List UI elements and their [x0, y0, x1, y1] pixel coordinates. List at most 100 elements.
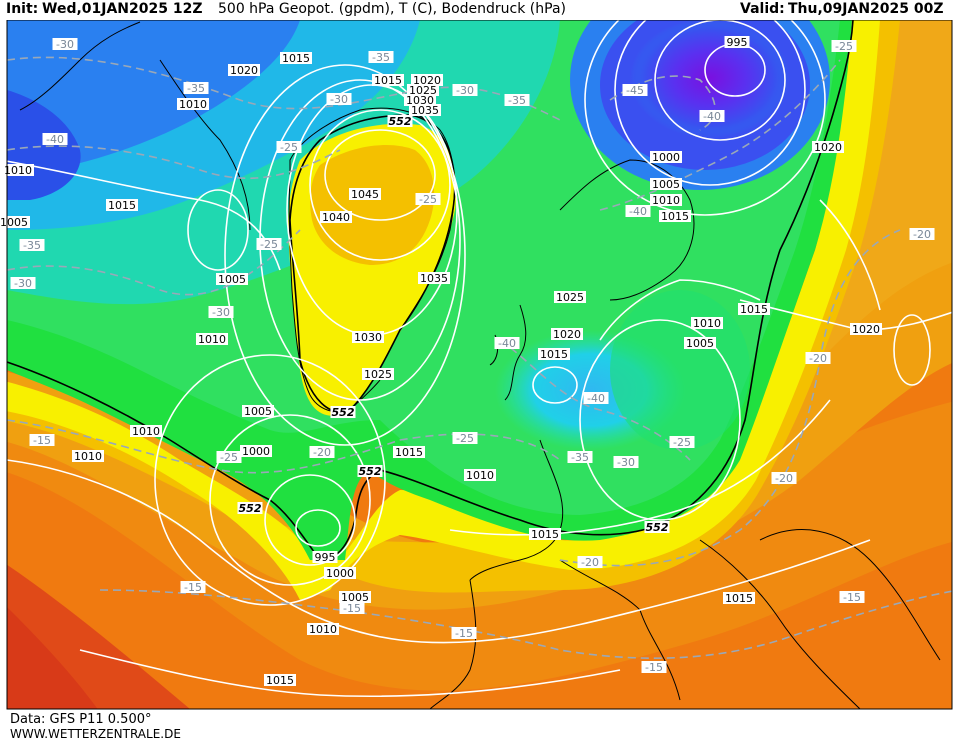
isobar-label-text: 1025 [364, 368, 392, 381]
temperature-label: -30 [52, 38, 78, 51]
isobar-label-bg [538, 348, 570, 360]
temperature-label-text: -15 [343, 602, 361, 615]
temperature-label-bg [613, 456, 639, 468]
isobar-label-text: 1015 [540, 348, 568, 361]
init-label: Init: [6, 1, 39, 17]
isobar-ring-2 [309, 109, 451, 261]
isobar-label-bg [130, 425, 162, 437]
temperature-label-bg [771, 472, 797, 484]
height-label: 552 [357, 465, 383, 478]
isobar-line-3 [79, 649, 621, 698]
temperature-label: -35 [567, 451, 593, 464]
temperature-label: -25 [452, 432, 478, 445]
isobar-label-bg [228, 64, 260, 76]
isobar-label-bg [242, 405, 274, 417]
black-sea-coast [759, 529, 941, 661]
isobar-label: 1005 [242, 405, 274, 418]
temperature-label-bg [368, 51, 394, 63]
isobar-label-bg [320, 211, 352, 223]
isobar-label-bg [307, 623, 339, 635]
data-source: Data: GFS P11 0.500° [10, 712, 152, 727]
temperature-label: -40 [494, 337, 520, 350]
temperature-label-bg [583, 392, 609, 404]
temperature-label: -20 [309, 446, 335, 459]
isobar-label: 1030 [404, 94, 436, 107]
temperature-label: -35 [183, 82, 209, 95]
temperature-label: -15 [641, 661, 667, 674]
temperature-label-bg [256, 238, 282, 250]
isobar-label-text: 1015 [395, 446, 423, 459]
temperature-label-bg [504, 94, 530, 106]
field-low-core [630, 20, 790, 138]
isobar-ring-10 [295, 509, 341, 547]
temperature-label-bg [42, 133, 68, 145]
height-label-bg [387, 115, 413, 127]
temperature-label: -25 [256, 238, 282, 251]
isobar-label-bg [659, 210, 691, 222]
temperature-label-text: -30 [456, 84, 474, 97]
temperature-label-text: -40 [587, 392, 605, 405]
height-label-text: 552 [389, 115, 412, 128]
isobar-label: 1030 [352, 331, 384, 344]
temperature-label-bg [839, 591, 865, 603]
height-label-bg [357, 465, 383, 477]
isobar-ring-13 [154, 354, 386, 606]
isobar-label-bg [240, 445, 272, 457]
isobar-label-bg [684, 337, 716, 349]
isobar-label-bg [280, 52, 312, 64]
isobar-ring-12 [209, 414, 371, 586]
height-label-text: 552 [646, 521, 669, 534]
isobar-label-bg [738, 303, 770, 315]
isobar-label-text: 1020 [814, 141, 842, 154]
isobar-label-bg [850, 323, 882, 335]
temperature-label-text: -25 [280, 141, 298, 154]
field-coldpool-east [610, 290, 750, 450]
temperature-label: -25 [669, 436, 695, 449]
temperature-label: -30 [452, 84, 478, 97]
temperature-label-text: -35 [508, 94, 526, 107]
isobar-label: 1010 [691, 317, 723, 330]
britain-coast [504, 304, 527, 401]
isobar-label-text: 1010 [309, 623, 337, 636]
isotherm-2 [7, 145, 341, 180]
isobar-label: 995 [312, 551, 338, 564]
isobar-label-text: 1010 [198, 333, 226, 346]
temperature-label-bg [180, 581, 206, 593]
temperature-label: -25 [831, 40, 857, 53]
temperature-label-text: -25 [260, 238, 278, 251]
isobar-label-text: 1000 [242, 445, 270, 458]
isobar-label-text: 1010 [466, 469, 494, 482]
isobar-label-text: 1045 [351, 188, 379, 201]
isobar-label-text: 1015 [282, 52, 310, 65]
temperature-label-bg [641, 661, 667, 673]
isobar-label: 1020 [850, 323, 882, 336]
isobar-ring-1 [324, 129, 436, 221]
isobar-label-bg [362, 368, 394, 380]
temperature-label-text: -40 [498, 337, 516, 350]
isobar-label-text: 1025 [556, 291, 584, 304]
isobar-label-bg [812, 141, 844, 153]
height-contour-552 [7, 20, 854, 561]
isobar-label-text: 1005 [652, 178, 680, 191]
isobar-label: 1015 [723, 592, 755, 605]
isobar-label: 995 [724, 36, 750, 49]
map-title: 500 hPa Geopot. (gpdm), T (C), Bodendruc… [218, 1, 566, 17]
temperature-label: -15 [451, 627, 477, 640]
isobar-label-text: 1030 [354, 331, 382, 344]
isobar-label: 1015 [372, 74, 404, 87]
isobar-label-bg [554, 291, 586, 303]
temperature-label-text: -15 [33, 434, 51, 447]
temperature-label-bg [29, 434, 55, 446]
isobar-label-text: 995 [315, 551, 336, 564]
isobar-label: 1020 [812, 141, 844, 154]
isobar-label-text: 1000 [652, 151, 680, 164]
isobar-label: 1005 [216, 273, 248, 286]
temperature-label-text: -30 [56, 38, 74, 51]
isobar-label-text: 1020 [553, 328, 581, 341]
temperature-label-text: -15 [184, 581, 202, 594]
temperature-label-bg [415, 193, 441, 205]
height-label: 552 [237, 502, 263, 515]
isobar-label: 1010 [196, 333, 228, 346]
isobar-label: 1025 [407, 84, 439, 97]
